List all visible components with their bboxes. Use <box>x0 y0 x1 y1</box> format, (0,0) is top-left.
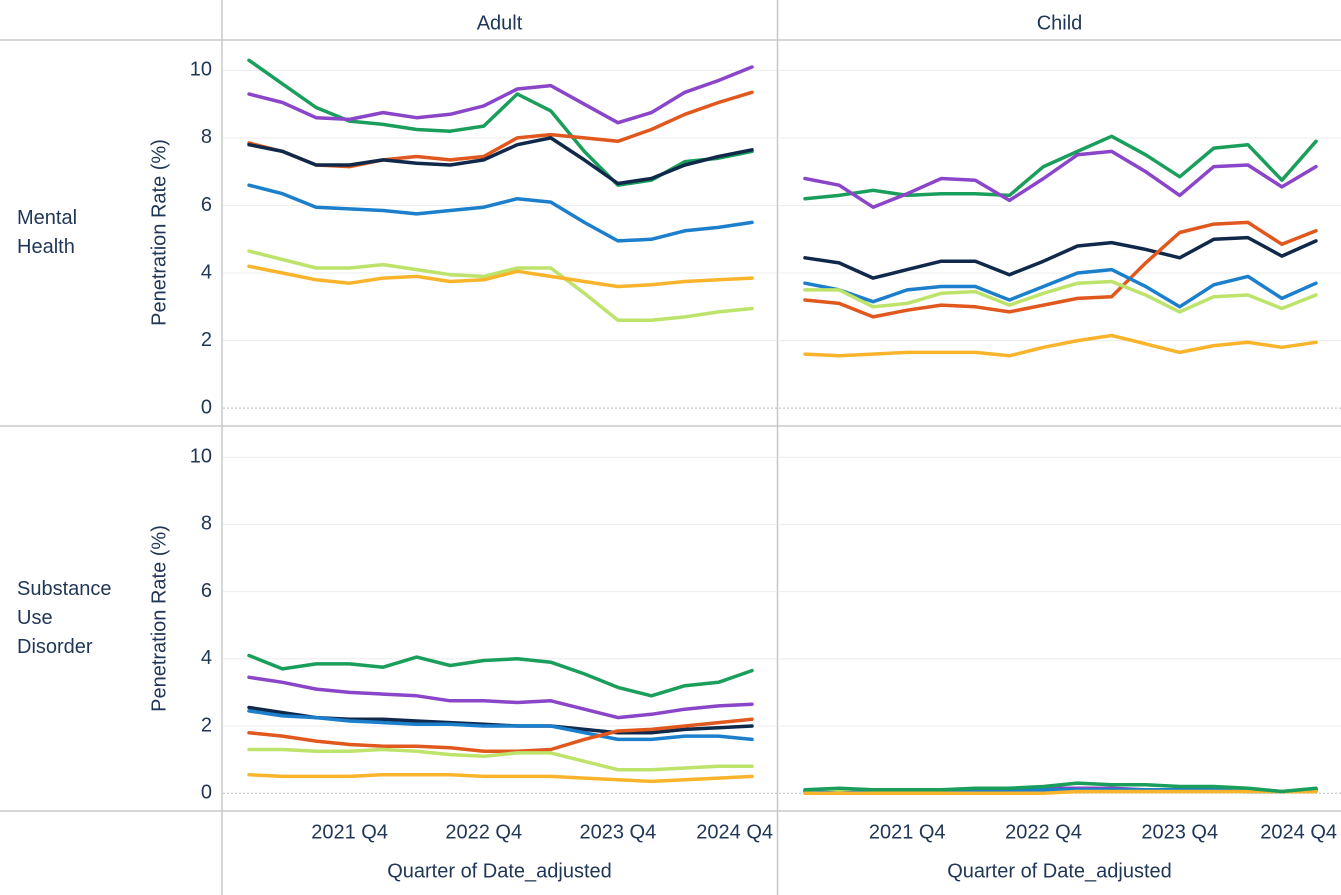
x-tick-label: 2024 Q4 <box>696 821 773 843</box>
column-header: Child <box>1037 12 1083 34</box>
series-line <box>247 65 754 125</box>
y-tick-label: 0 <box>201 781 212 803</box>
series-line <box>803 333 1318 358</box>
y-tick-label: 10 <box>190 446 212 468</box>
series-line <box>803 220 1318 319</box>
y-tick-label: 4 <box>201 261 212 283</box>
series-line <box>247 747 754 772</box>
x-tick-label: 2023 Q4 <box>1141 821 1218 843</box>
series-line <box>803 134 1318 201</box>
series-line <box>247 653 754 698</box>
x-tick-label: 2024 Q4 <box>1260 821 1337 843</box>
series-line <box>803 781 1318 794</box>
series-line <box>247 264 754 289</box>
x-tick-label: 2022 Q4 <box>445 821 522 843</box>
series-line <box>247 136 754 186</box>
series-line <box>247 90 754 169</box>
series-line <box>247 675 754 720</box>
x-axis-title: Quarter of Date_adjusted <box>947 860 1172 882</box>
y-axis-title: Penetration Rate (%) <box>148 525 170 712</box>
y-tick-label: 0 <box>201 396 212 418</box>
row-header: Substance Use Disorder <box>17 578 112 658</box>
x-tick-label: 2022 Q4 <box>1005 821 1082 843</box>
column-header: Adult <box>477 12 523 34</box>
series-line <box>247 772 754 784</box>
x-tick-label: 2023 Q4 <box>579 821 656 843</box>
series-line <box>803 267 1318 309</box>
series-line <box>247 249 754 323</box>
series-line <box>803 235 1318 280</box>
series-line <box>803 149 1318 209</box>
series-line <box>247 709 754 742</box>
x-tick-label: 2021 Q4 <box>311 821 388 843</box>
y-tick-label: 8 <box>201 513 212 535</box>
series-line <box>247 717 754 753</box>
y-tick-label: 4 <box>201 647 212 669</box>
series-line <box>247 183 754 243</box>
y-tick-label: 10 <box>190 59 212 81</box>
y-tick-label: 6 <box>201 194 212 216</box>
series-line <box>803 279 1318 314</box>
y-tick-label: 6 <box>201 580 212 602</box>
y-tick-label: 2 <box>201 329 212 351</box>
series-line <box>803 789 1318 795</box>
x-axis-title: Quarter of Date_adjusted <box>387 860 612 882</box>
y-tick-label: 2 <box>201 714 212 736</box>
x-tick-label: 2021 Q4 <box>869 821 946 843</box>
row-header: Mental Health <box>17 207 78 258</box>
y-axis-title: Penetration Rate (%) <box>148 139 170 326</box>
y-tick-label: 8 <box>201 126 212 148</box>
